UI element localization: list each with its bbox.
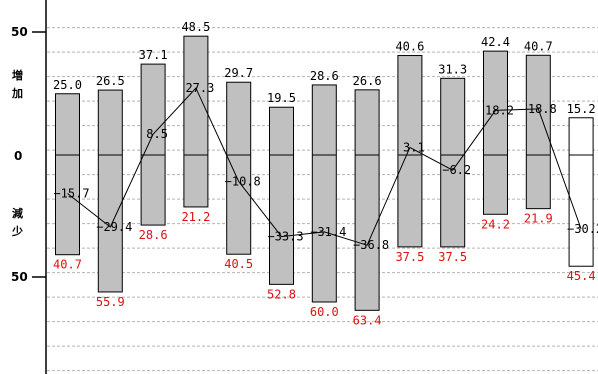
- net-change-line: [67, 87, 582, 246]
- net-data-label: 18.2: [485, 103, 514, 117]
- bar: [311, 84, 337, 303]
- increase-data-label: 15.2: [567, 102, 596, 116]
- y-tick-label-top: 50: [11, 25, 28, 39]
- increase-data-label: 28.6: [310, 69, 339, 83]
- net-data-label: −33.3: [267, 230, 303, 244]
- net-data-label: 3.1: [403, 140, 425, 154]
- bar: [354, 89, 380, 311]
- bar: [269, 106, 294, 285]
- side-label-decrease-2: 少: [11, 224, 23, 238]
- increase-data-label: 48.5: [181, 20, 210, 34]
- bar: [97, 89, 123, 293]
- y-tick-label-bottom: 50: [11, 270, 28, 284]
- increase-data-label: 26.5: [96, 74, 125, 88]
- decrease-data-label: 63.4: [353, 313, 382, 327]
- bar: [140, 63, 166, 226]
- bars: [55, 35, 594, 311]
- decrease-data-label: 60.0: [310, 305, 339, 319]
- decrease-data-label: 45.4: [567, 269, 596, 283]
- decrease-data-label: 37.5: [438, 250, 467, 264]
- net-data-label: −36.8: [353, 238, 389, 252]
- y-tick-label-zero: 0: [14, 149, 22, 163]
- net-data-label: −31.4: [310, 225, 346, 239]
- increase-data-label: 19.5: [267, 91, 296, 105]
- decrease-data-label: 40.7: [53, 258, 82, 272]
- data-labels: 25.0 40.7 26.5 55.9 37.1 28.6 48.5 21.2 29.7 40.5…: [53, 20, 598, 327]
- bar: [440, 77, 466, 248]
- increase-data-label: 26.6: [353, 74, 382, 88]
- increase-data-label: 40.6: [395, 40, 424, 54]
- net-change-line-group: [67, 87, 582, 246]
- decrease-data-label: 40.5: [224, 257, 253, 271]
- increase-data-label: 40.7: [524, 39, 553, 53]
- side-label-decrease-1: 減: [12, 206, 23, 220]
- net-data-label: −10.8: [225, 174, 261, 188]
- bar: [568, 117, 594, 267]
- decrease-data-label: 28.6: [139, 228, 168, 242]
- bar: [483, 50, 508, 215]
- decrease-data-label: 55.9: [96, 295, 125, 309]
- decrease-data-label: 37.5: [395, 250, 424, 264]
- net-data-label: 18.8: [528, 102, 557, 116]
- side-label-increase-1: 増: [12, 68, 23, 82]
- net-data-label: 27.3: [185, 81, 214, 95]
- decrease-data-label: 52.8: [267, 287, 296, 301]
- increase-data-label: 31.3: [438, 62, 467, 76]
- bar: [183, 35, 209, 208]
- increase-data-label: 29.7: [224, 66, 253, 80]
- net-data-label: −29.4: [96, 220, 132, 234]
- decrease-data-label: 21.2: [181, 210, 210, 224]
- increase-data-label: 25.0: [53, 78, 82, 92]
- increase-data-label: 42.4: [481, 35, 510, 49]
- bar: [55, 93, 80, 256]
- decrease-data-label: 21.9: [524, 212, 553, 226]
- net-data-label: 8.5: [146, 127, 168, 141]
- increase-data-label: 37.1: [139, 48, 168, 62]
- bar: [226, 81, 252, 255]
- decrease-data-label: 24.2: [481, 217, 510, 231]
- net-data-label: −30.2: [567, 222, 598, 236]
- side-label-increase-2: 加: [11, 86, 23, 100]
- net-data-label: −6.2: [442, 163, 471, 177]
- net-data-label: −15.7: [53, 186, 89, 200]
